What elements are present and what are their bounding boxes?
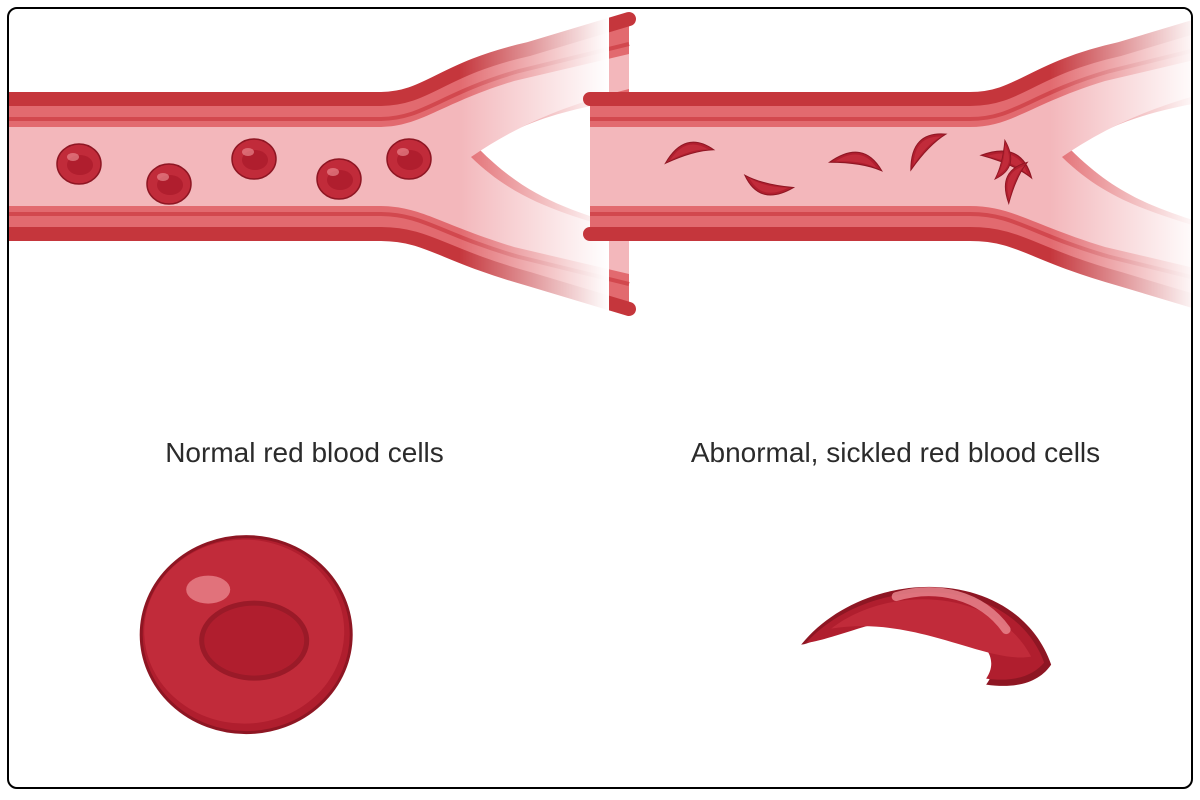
diagram-frame: Normal red blood cells Ab xyxy=(7,7,1193,789)
panel-normal: Normal red blood cells xyxy=(9,9,600,787)
big-cell-normal xyxy=(9,9,609,789)
panel-sickle: Abnormal, sickled red blood cells xyxy=(600,9,1191,787)
big-cell-sickle xyxy=(600,9,1193,789)
